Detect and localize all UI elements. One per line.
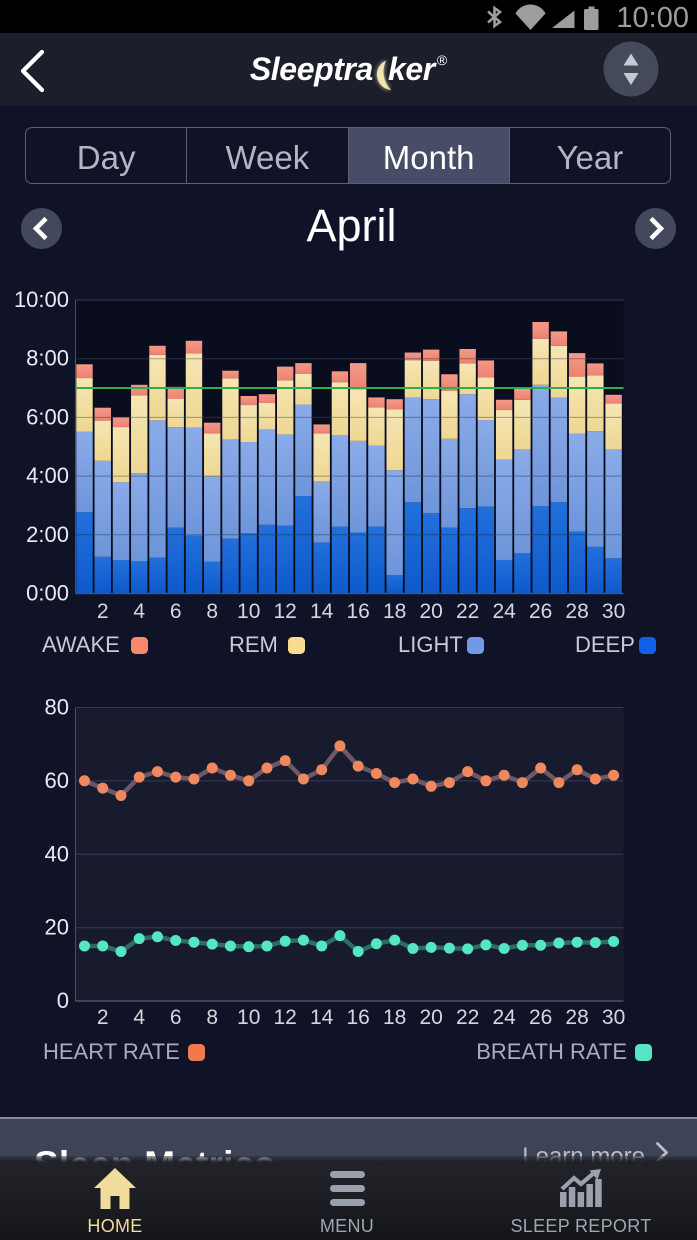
svg-text:26: 26 — [529, 1006, 552, 1029]
svg-text:30: 30 — [602, 600, 625, 623]
svg-text:80: 80 — [45, 695, 69, 720]
svg-text:6:00: 6:00 — [26, 404, 69, 429]
svg-text:6: 6 — [170, 1006, 182, 1029]
svg-text:12: 12 — [274, 1006, 297, 1029]
svg-text:22: 22 — [456, 1006, 479, 1029]
svg-text:14: 14 — [310, 600, 334, 623]
svg-text:40: 40 — [45, 841, 69, 866]
svg-text:4: 4 — [133, 600, 145, 623]
svg-text:24: 24 — [492, 1006, 516, 1029]
svg-text:2:00: 2:00 — [26, 522, 69, 547]
svg-text:28: 28 — [565, 1006, 588, 1029]
svg-text:16: 16 — [346, 600, 369, 623]
svg-text:26: 26 — [529, 600, 552, 623]
svg-text:0: 0 — [57, 988, 69, 1013]
svg-text:16: 16 — [346, 1006, 369, 1029]
svg-text:30: 30 — [602, 1006, 625, 1029]
svg-text:4:00: 4:00 — [26, 463, 69, 488]
svg-text:10: 10 — [237, 1006, 260, 1029]
svg-text:10: 10 — [237, 600, 260, 623]
svg-text:20: 20 — [419, 600, 442, 623]
svg-text:8: 8 — [206, 600, 218, 623]
svg-text:8: 8 — [206, 1006, 218, 1029]
svg-text:18: 18 — [383, 1006, 406, 1029]
svg-text:10:00: 10:00 — [14, 287, 69, 312]
svg-text:2: 2 — [97, 600, 109, 623]
svg-text:28: 28 — [565, 600, 588, 623]
svg-text:6: 6 — [170, 600, 182, 623]
svg-text:12: 12 — [274, 600, 297, 623]
svg-text:14: 14 — [310, 1006, 334, 1029]
svg-text:0:00: 0:00 — [26, 581, 69, 606]
svg-text:8:00: 8:00 — [26, 346, 69, 371]
svg-text:20: 20 — [419, 1006, 442, 1029]
svg-text:60: 60 — [45, 768, 69, 793]
svg-text:2: 2 — [97, 1006, 109, 1029]
svg-text:18: 18 — [383, 600, 406, 623]
svg-text:20: 20 — [45, 915, 69, 940]
svg-text:24: 24 — [492, 600, 516, 623]
svg-text:4: 4 — [133, 1006, 145, 1029]
svg-text:22: 22 — [456, 600, 479, 623]
